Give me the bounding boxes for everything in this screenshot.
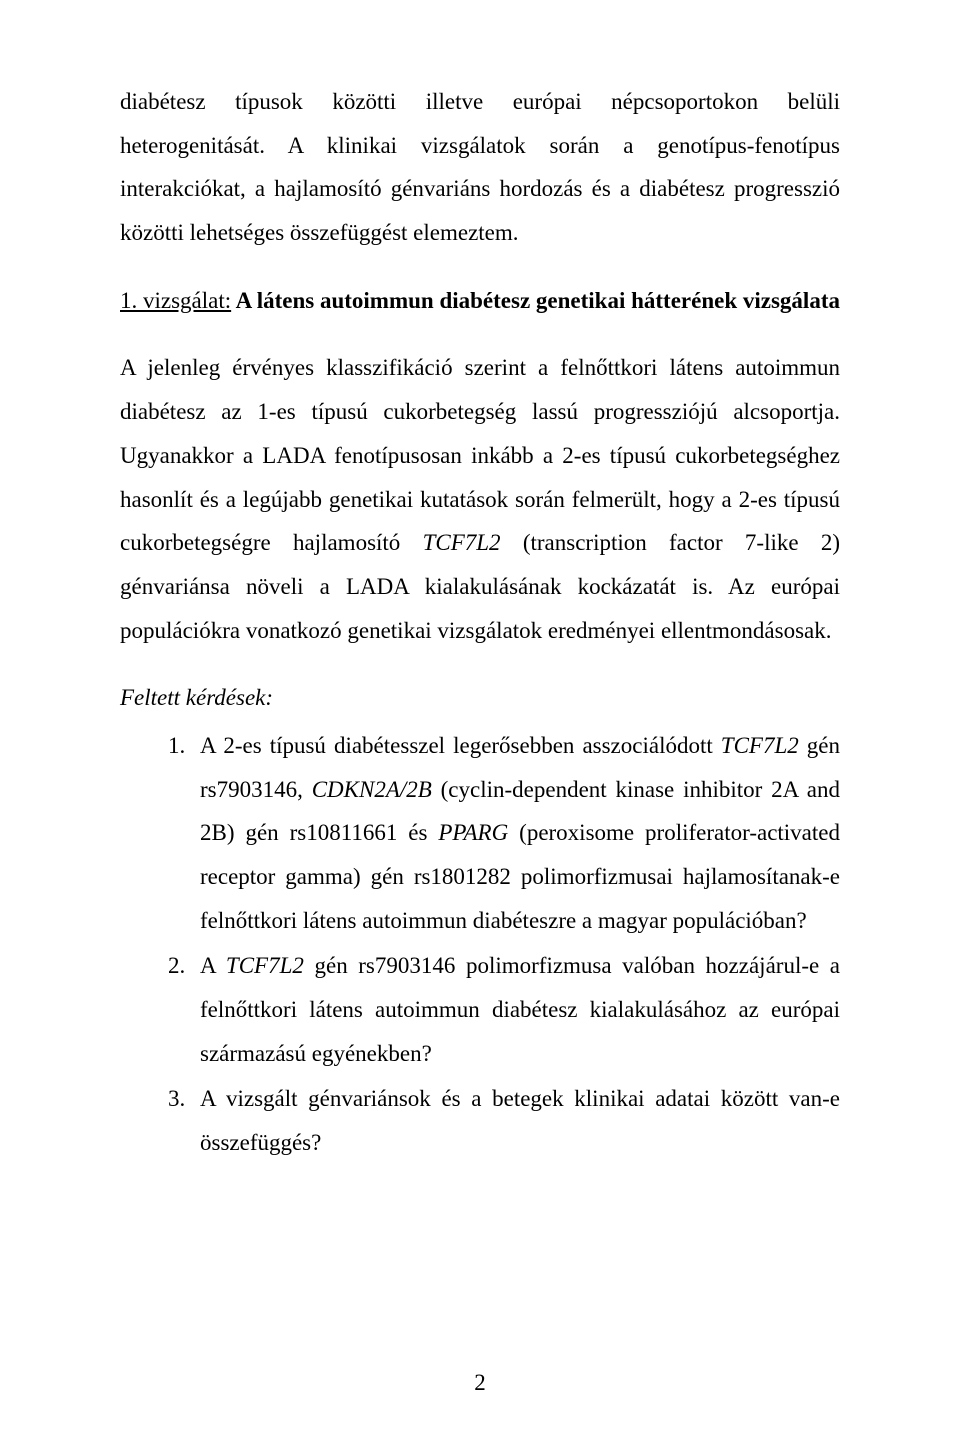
questions-heading: Feltett kérdések: <box>120 676 840 720</box>
section-title-prefix: 1. vizsgálat: <box>120 288 231 313</box>
intro-paragraph: diabétesz típusok közötti illetve európa… <box>120 80 840 255</box>
list-item-text: A vizsgált génvariánsok és a betegek kli… <box>200 1086 840 1155</box>
page: diabétesz típusok közötti illetve európa… <box>0 0 960 1432</box>
body-paragraph: A jelenleg érvényes klasszifikáció szeri… <box>120 346 840 652</box>
section-title: 1. vizsgálat: A látens autoimmun diabéte… <box>120 279 840 323</box>
list-item-number: 1. <box>168 724 196 768</box>
list-item: 3. A vizsgált génvariánsok és a betegek … <box>168 1077 840 1164</box>
page-number: 2 <box>0 1370 960 1396</box>
list-item: 1. A 2-es típusú diabétesszel legerősebb… <box>168 724 840 942</box>
questions-list: 1. A 2-es típusú diabétesszel legerősebb… <box>120 724 840 1165</box>
list-item-text: A TCF7L2 gén rs7903146 polimorfizmusa va… <box>200 953 840 1065</box>
list-item-number: 2. <box>168 944 196 988</box>
section-title-rest: A látens autoimmun diabétesz genetikai h… <box>231 288 840 313</box>
list-item-text: A 2-es típusú diabétesszel legerősebben … <box>200 733 840 933</box>
list-item-number: 3. <box>168 1077 196 1121</box>
list-item: 2. A TCF7L2 gén rs7903146 polimorfizmusa… <box>168 944 840 1075</box>
